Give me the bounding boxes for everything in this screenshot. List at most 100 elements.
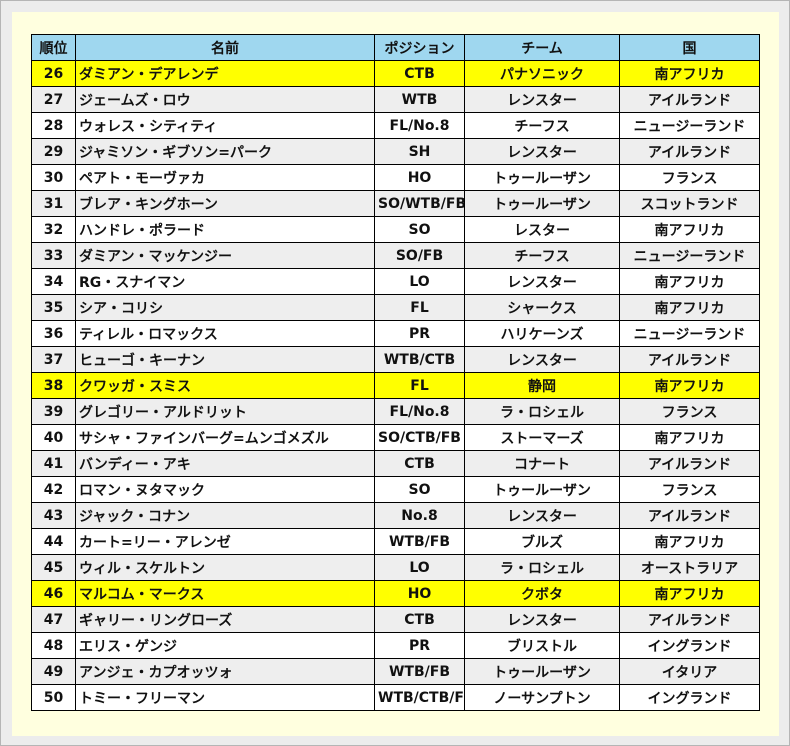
name-cell: ギャリー・リングローズ <box>75 606 375 633</box>
position-cell: SO/WTB/FB <box>374 190 465 217</box>
position-cell: PR <box>374 320 465 347</box>
team-cell: コナート <box>464 450 620 477</box>
position-cell: WTB/CTB <box>374 346 465 373</box>
country-cell: 南アフリカ <box>619 528 760 555</box>
position-cell: LO <box>374 268 465 295</box>
rank-cell: 46 <box>31 580 76 607</box>
team-cell: レンスター <box>464 502 620 529</box>
table-row: 41 バンディー・アキ CTB コナート アイルランド <box>31 450 760 477</box>
name-cell: エリス・ゲンジ <box>75 632 375 659</box>
table-row: 27 ジェームズ・ロウ WTB レンスター アイルランド <box>31 86 760 113</box>
table-row: 29 ジャミソン・ギブソン=パーク SH レンスター アイルランド <box>31 138 760 165</box>
name-cell: バンディー・アキ <box>75 450 375 477</box>
header-rank: 順位 <box>31 34 76 61</box>
rank-cell: 39 <box>31 398 76 425</box>
country-cell: 南アフリカ <box>619 294 760 321</box>
table-row: 40 サシャ・ファインバーグ=ムンゴメズル SO/CTB/FB ストーマーズ 南アフリカ <box>31 424 760 451</box>
name-cell: ハンドレ・ポラード <box>75 216 375 243</box>
rank-cell: 41 <box>31 450 76 477</box>
rank-cell: 38 <box>31 372 76 399</box>
name-cell: グレゴリー・アルドリット <box>75 398 375 425</box>
team-cell: トゥールーザン <box>464 476 620 503</box>
country-cell: オーストラリア <box>619 554 760 581</box>
country-cell: アイルランド <box>619 606 760 633</box>
position-cell: SO <box>374 216 465 243</box>
rank-cell: 32 <box>31 216 76 243</box>
header-position: ポジション <box>374 34 465 61</box>
rank-cell: 45 <box>31 554 76 581</box>
table-row: 43 ジャック・コナン No.8 レンスター アイルランド <box>31 502 760 529</box>
rank-cell: 37 <box>31 346 76 373</box>
position-cell: CTB <box>374 606 465 633</box>
table-row: 33 ダミアン・マッケンジー SO/FB チーフス ニュージーランド <box>31 242 760 269</box>
table-row: 37 ヒューゴ・キーナン WTB/CTB レンスター アイルランド <box>31 346 760 373</box>
country-cell: 南アフリカ <box>619 60 760 87</box>
country-cell: スコットランド <box>619 190 760 217</box>
table-row: 38 クワッガ・スミス FL 静岡 南アフリカ <box>31 372 760 399</box>
team-cell: ラ・ロシェル <box>464 398 620 425</box>
table-row: 26 ダミアン・デアレンデ CTB パナソニック 南アフリカ <box>31 60 760 87</box>
rank-cell: 31 <box>31 190 76 217</box>
rank-cell: 29 <box>31 138 76 165</box>
table-row: 44 カート=リー・アレンゼ WTB/FB ブルズ 南アフリカ <box>31 528 760 555</box>
country-cell: フランス <box>619 398 760 425</box>
country-cell: アイルランド <box>619 346 760 373</box>
team-cell: トゥールーザン <box>464 190 620 217</box>
team-cell: レンスター <box>464 346 620 373</box>
rank-cell: 35 <box>31 294 76 321</box>
rank-cell: 30 <box>31 164 76 191</box>
table-row: 34 RG・スナイマン LO レンスター 南アフリカ <box>31 268 760 295</box>
team-cell: トゥールーザン <box>464 658 620 685</box>
position-cell: CTB <box>374 60 465 87</box>
position-cell: FL/No.8 <box>374 398 465 425</box>
position-cell: SO/CTB/FB <box>374 424 465 451</box>
name-cell: ブレア・キングホーン <box>75 190 375 217</box>
rank-cell: 34 <box>31 268 76 295</box>
team-cell: レンスター <box>464 138 620 165</box>
rank-cell: 48 <box>31 632 76 659</box>
team-cell: ハリケーンズ <box>464 320 620 347</box>
position-cell: FL <box>374 294 465 321</box>
name-cell: サシャ・ファインバーグ=ムンゴメズル <box>75 424 375 451</box>
team-cell: シャークス <box>464 294 620 321</box>
team-cell: チーフス <box>464 242 620 269</box>
table-row: 45 ウィル・スケルトン LO ラ・ロシェル オーストラリア <box>31 554 760 581</box>
position-cell: FL/No.8 <box>374 112 465 139</box>
country-cell: イタリア <box>619 658 760 685</box>
position-cell: PR <box>374 632 465 659</box>
rank-cell: 47 <box>31 606 76 633</box>
name-cell: ジャミソン・ギブソン=パーク <box>75 138 375 165</box>
rank-cell: 44 <box>31 528 76 555</box>
position-cell: WTB <box>374 86 465 113</box>
country-cell: ニュージーランド <box>619 242 760 269</box>
position-cell: WTB/FB <box>374 658 465 685</box>
table-row: 46 マルコム・マークス HO クボタ 南アフリカ <box>31 580 760 607</box>
team-cell: レスター <box>464 216 620 243</box>
table-row: 28 ウォレス・シティティ FL/No.8 チーフス ニュージーランド <box>31 112 760 139</box>
table-row: 31 ブレア・キングホーン SO/WTB/FB トゥールーザン スコットランド <box>31 190 760 217</box>
header-name: 名前 <box>75 34 375 61</box>
name-cell: カート=リー・アレンゼ <box>75 528 375 555</box>
table-row: 48 エリス・ゲンジ PR ブリストル イングランド <box>31 632 760 659</box>
name-cell: マルコム・マークス <box>75 580 375 607</box>
country-cell: 南アフリカ <box>619 424 760 451</box>
rank-cell: 36 <box>31 320 76 347</box>
position-cell: HO <box>374 580 465 607</box>
team-cell: レンスター <box>464 268 620 295</box>
position-cell: FL <box>374 372 465 399</box>
country-cell: ニュージーランド <box>619 112 760 139</box>
country-cell: アイルランド <box>619 86 760 113</box>
position-cell: SO/FB <box>374 242 465 269</box>
name-cell: ウィル・スケルトン <box>75 554 375 581</box>
team-cell: ブルズ <box>464 528 620 555</box>
table-row: 47 ギャリー・リングローズ CTB レンスター アイルランド <box>31 606 760 633</box>
rank-cell: 42 <box>31 476 76 503</box>
country-cell: アイルランド <box>619 502 760 529</box>
position-cell: SO <box>374 476 465 503</box>
team-cell: クボタ <box>464 580 620 607</box>
rank-cell: 43 <box>31 502 76 529</box>
header-country: 国 <box>619 34 760 61</box>
position-cell: WTB/FB <box>374 528 465 555</box>
country-cell: 南アフリカ <box>619 580 760 607</box>
